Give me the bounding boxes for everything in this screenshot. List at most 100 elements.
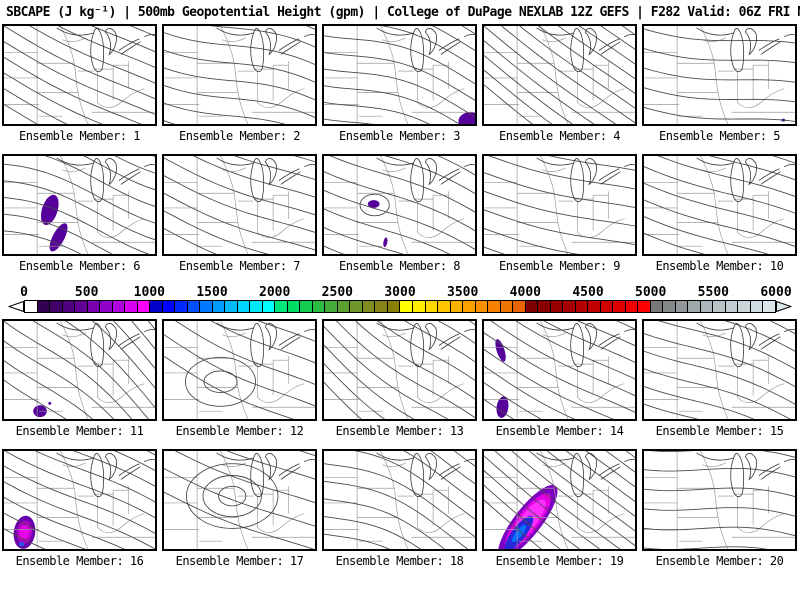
colorbar-segment bbox=[512, 301, 525, 312]
ensemble-map bbox=[322, 24, 477, 126]
colorbar-segment bbox=[286, 301, 300, 312]
colorbar-segment bbox=[349, 301, 362, 312]
colorbar-tick-label: 4500 bbox=[572, 285, 604, 300]
ensemble-panel-4: Ensemble Member: 4 bbox=[482, 24, 637, 154]
colorbar-tick-label: 5000 bbox=[635, 285, 667, 300]
colorbar-segment bbox=[336, 301, 350, 312]
colorbar-segment bbox=[587, 301, 600, 312]
colorbar-segment bbox=[674, 301, 688, 312]
ensemble-panel-19: Ensemble Member: 19 bbox=[482, 449, 637, 579]
colorbar-segment bbox=[249, 301, 262, 312]
ensemble-member-label: Ensemble Member: 13 bbox=[335, 424, 464, 438]
colorbar-segment bbox=[61, 301, 75, 312]
colorbar-segment bbox=[274, 301, 287, 312]
colorbar-segment bbox=[637, 301, 650, 312]
colorbar-segment bbox=[462, 301, 475, 312]
colorbar-segment bbox=[361, 301, 375, 312]
panel-row-3: Ensemble Member: 11 Ensemble Member: 12 … bbox=[0, 319, 800, 449]
ensemble-member-label: Ensemble Member: 6 bbox=[18, 259, 141, 273]
ensemble-panel-17: Ensemble Member: 17 bbox=[162, 449, 317, 579]
ensemble-member-label: Ensemble Member: 17 bbox=[175, 554, 304, 568]
ensemble-panel-3: Ensemble Member: 3 bbox=[322, 24, 477, 154]
colorbar-segment bbox=[99, 301, 112, 312]
ensemble-map bbox=[482, 24, 637, 126]
ensemble-map bbox=[162, 24, 317, 126]
colorbar-segment bbox=[574, 301, 588, 312]
colorbar-segment bbox=[524, 301, 538, 312]
ensemble-panel-13: Ensemble Member: 13 bbox=[322, 319, 477, 449]
colorbar-segment bbox=[499, 301, 513, 312]
ensemble-map bbox=[482, 154, 637, 256]
colorbar-segment bbox=[599, 301, 613, 312]
colorbar-segment bbox=[762, 301, 775, 312]
panel-row-1: Ensemble Member: 1 Ensemble Member: 2 En… bbox=[0, 24, 800, 154]
colorbar-segment bbox=[25, 301, 37, 312]
colorbar-tick-label: 3500 bbox=[447, 285, 479, 300]
ensemble-panel-11: Ensemble Member: 11 bbox=[2, 319, 157, 449]
ensemble-map bbox=[2, 449, 157, 551]
colorbar-segment bbox=[437, 301, 450, 312]
product-title: SBCAPE (J kg⁻¹) | 500mb Geopotential Hei… bbox=[6, 5, 800, 20]
ensemble-member-label: Ensemble Member: 3 bbox=[338, 129, 461, 143]
ensemble-member-label: Ensemble Member: 14 bbox=[495, 424, 624, 438]
ensemble-panel-5: Ensemble Member: 5 bbox=[642, 24, 797, 154]
colorbar-segment bbox=[474, 301, 488, 312]
ensemble-panel-8: Ensemble Member: 8 bbox=[322, 154, 477, 284]
colorbar-segment bbox=[374, 301, 387, 312]
ensemble-member-label: Ensemble Member: 7 bbox=[178, 259, 301, 273]
colorbar-tick-label: 2000 bbox=[259, 285, 291, 300]
colorbar-segment bbox=[74, 301, 87, 312]
colorbar-segment bbox=[311, 301, 325, 312]
ensemble-map bbox=[162, 319, 317, 421]
colorbar-segment bbox=[487, 301, 500, 312]
ensemble-map bbox=[482, 319, 637, 421]
colorbar-segment bbox=[199, 301, 212, 312]
colorbar-segment bbox=[399, 301, 412, 312]
colorbar-segment bbox=[562, 301, 575, 312]
ensemble-panel-7: Ensemble Member: 7 bbox=[162, 154, 317, 284]
colorbar-segment bbox=[186, 301, 200, 312]
panel-row-2: Ensemble Member: 6 Ensemble Member: 7 En… bbox=[0, 154, 800, 284]
colorbar-segment bbox=[424, 301, 438, 312]
colorbar-segment bbox=[224, 301, 237, 312]
ensemble-map bbox=[322, 319, 477, 421]
ensemble-member-label: Ensemble Member: 10 bbox=[655, 259, 784, 273]
ensemble-panel-14: Ensemble Member: 14 bbox=[482, 319, 637, 449]
ensemble-map bbox=[2, 319, 157, 421]
colorbar-segment bbox=[161, 301, 175, 312]
panel-row-4: Ensemble Member: 16 Ensemble Member: 17 … bbox=[0, 449, 800, 579]
ensemble-map bbox=[2, 24, 157, 126]
ensemble-member-label: Ensemble Member: 8 bbox=[338, 259, 461, 273]
colorbar-tick-label: 500 bbox=[74, 285, 99, 300]
colorbar-segment bbox=[136, 301, 150, 312]
ensemble-member-label: Ensemble Member: 15 bbox=[655, 424, 784, 438]
ensemble-map bbox=[642, 154, 797, 256]
colorbar-segment bbox=[724, 301, 738, 312]
ensemble-member-label: Ensemble Member: 1 bbox=[18, 129, 141, 143]
cape-colorbar: 0 500 1000 1500 2000 2500 3000 3500 4000 4500 5000… bbox=[8, 286, 792, 313]
colorbar-segment bbox=[712, 301, 725, 312]
ensemble-map bbox=[642, 319, 797, 421]
colorbar-tick-label: 3000 bbox=[384, 285, 416, 300]
ensemble-panel-15: Ensemble Member: 15 bbox=[642, 319, 797, 449]
colorbar-segment bbox=[749, 301, 763, 312]
colorbar-segment bbox=[174, 301, 187, 312]
ensemble-member-label: Ensemble Member: 20 bbox=[655, 554, 784, 568]
ensemble-panel-2: Ensemble Member: 2 bbox=[162, 24, 317, 154]
colorbar-tick-label: 2500 bbox=[321, 285, 353, 300]
colorbar-segment bbox=[737, 301, 750, 312]
colorbar-left-arrow-icon bbox=[8, 300, 24, 313]
colorbar-segment bbox=[149, 301, 162, 312]
colorbar-segment bbox=[687, 301, 700, 312]
colorbar-segment bbox=[211, 301, 225, 312]
ensemble-member-label: Ensemble Member: 19 bbox=[495, 554, 624, 568]
colorbar-segment bbox=[86, 301, 100, 312]
ensemble-map bbox=[2, 154, 157, 256]
colorbar-segment bbox=[299, 301, 312, 312]
colorbar-segment bbox=[36, 301, 50, 312]
colorbar-segment bbox=[236, 301, 250, 312]
ensemble-panel-12: Ensemble Member: 12 bbox=[162, 319, 317, 449]
colorbar-segments bbox=[24, 300, 776, 313]
ensemble-panel-20: Ensemble Member: 20 bbox=[642, 449, 797, 579]
colorbar-segment bbox=[612, 301, 625, 312]
